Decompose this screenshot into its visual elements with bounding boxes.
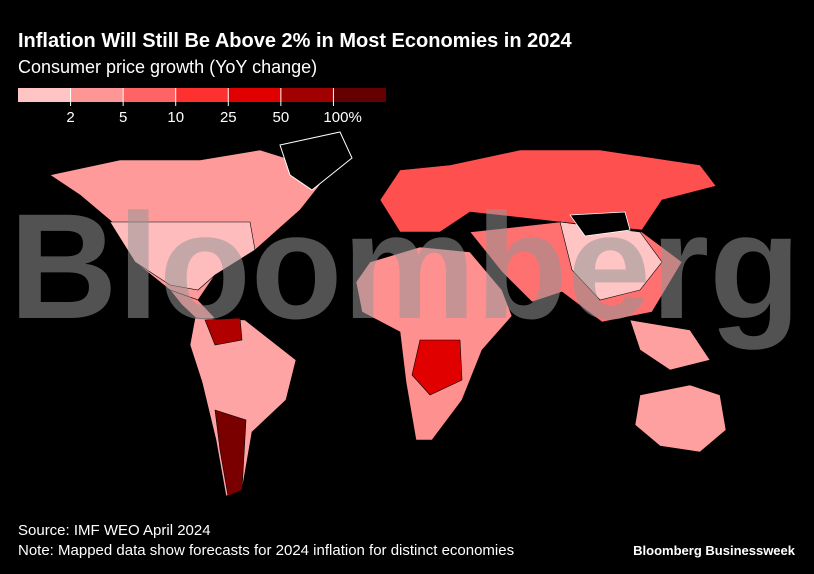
europe-russia: [379, 149, 717, 233]
mongolia: [569, 211, 631, 237]
map: [49, 131, 727, 497]
subtitle: Consumer price growth (YoY change): [18, 57, 317, 77]
legend-swatch: [280, 88, 334, 102]
legend-tick-label: 2: [66, 109, 74, 126]
legend-swatch: [228, 88, 281, 102]
legend-swatch: [333, 88, 386, 102]
china: [559, 221, 663, 301]
southeast-asia: [629, 319, 711, 371]
source: Source: IMF WEO April 2024: [18, 522, 211, 539]
legend-tick-label: 25: [220, 109, 237, 126]
title: Inflation Will Still Be Above 2% in Most…: [18, 30, 573, 52]
argentina: [214, 409, 247, 497]
greenland: [279, 131, 353, 191]
legend-tick-label: 50: [273, 109, 290, 126]
legend: 2 5 10 25 50 100%: [18, 88, 386, 126]
note: Note: Mapped data show forecasts for 202…: [18, 542, 514, 559]
usa: [109, 221, 256, 291]
central-africa: [411, 339, 463, 396]
legend-swatch: [123, 88, 176, 102]
brand: Bloomberg Businessweek: [633, 543, 796, 558]
legend-swatch: [175, 88, 229, 102]
legend-tick-label: 5: [119, 109, 127, 126]
legend-tick-label: 10: [167, 109, 184, 126]
legend-swatch: [70, 88, 124, 102]
legend-tick-label: 100%: [323, 109, 361, 126]
australia: [634, 384, 727, 453]
watermark: Bloomberg: [9, 182, 801, 350]
legend-swatch: [18, 88, 71, 102]
venezuela: [204, 317, 243, 346]
